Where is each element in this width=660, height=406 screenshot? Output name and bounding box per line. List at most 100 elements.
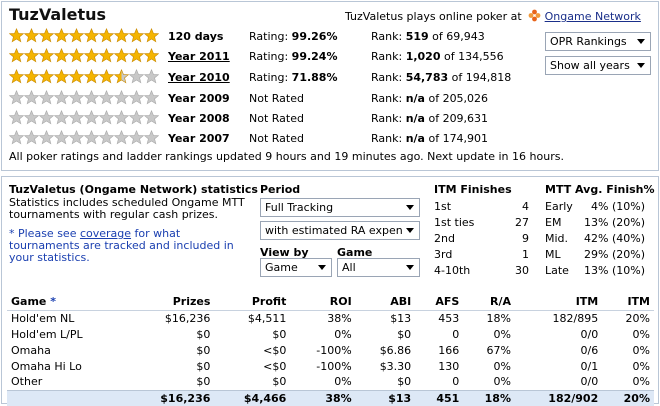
star-full-icon	[114, 28, 129, 43]
viewby-select[interactable]: Game	[260, 258, 332, 277]
itm-finish-row-label: 4-10th	[434, 264, 471, 277]
table-row: Hold'em NL $16,236 $4,511 38% $13 453 18% 182/8…	[7, 310, 654, 326]
table-cell: $0	[196, 375, 211, 389]
coverage-link[interactable]: coverage	[79, 227, 132, 240]
star-full-icon	[39, 69, 54, 84]
table-cell: $0	[196, 343, 211, 357]
column-header: R/A	[463, 294, 515, 311]
table-cell: 0%	[334, 327, 352, 341]
star-full-icon	[114, 48, 129, 63]
rank-label: Rank:	[371, 92, 406, 105]
show-years-select[interactable]: Show all years	[545, 56, 651, 75]
star-empty-icon	[9, 90, 24, 105]
itm-finish-row-value: 4	[522, 200, 529, 213]
table-cell: 0	[452, 375, 460, 389]
ra-select[interactable]: with estimated RA expen	[260, 221, 420, 240]
rating-row: Year 2008 Not Rated Rank: n/a of 209,631	[2, 110, 542, 128]
header-game-text: Game	[11, 295, 51, 309]
table-header-row: Game * Prizes Profit ROI ABI AFS R/A ITM ITM	[7, 294, 654, 311]
viewby-select-value: Game	[265, 261, 298, 274]
rank-total: of 174,901	[424, 132, 489, 145]
opr-select-value: OPR Rankings	[550, 35, 627, 48]
avg-finish-row-value: 13% (10%)	[584, 264, 645, 277]
table-cell: 182/895	[552, 311, 599, 325]
star-full-icon	[9, 28, 24, 43]
star-full-icon	[9, 69, 24, 84]
star-full-icon	[129, 48, 144, 63]
table-cell: 18%	[486, 311, 511, 325]
coverage-note: * Please see coverage for what tournamen…	[9, 228, 254, 264]
itm-finish-row-label: 3rd	[434, 248, 453, 261]
period-select-value: Full Tracking	[265, 201, 334, 214]
table-cell: 0%	[632, 327, 650, 341]
table-cell: $0	[196, 359, 211, 373]
star-empty-icon	[114, 130, 129, 145]
plays-label: TuzValetus plays online poker at	[345, 10, 522, 23]
chevron-down-icon	[637, 63, 645, 68]
star-full-icon	[69, 48, 84, 63]
star-full-icon	[54, 28, 69, 43]
star-empty-icon	[69, 90, 84, 105]
game-footnote-mark: *	[50, 295, 56, 309]
star-full-icon	[24, 69, 39, 84]
star-empty-icon	[39, 110, 54, 125]
rating-percent: 99.26%	[291, 30, 338, 43]
rank-total: of 209,631	[424, 112, 489, 125]
star-empty-icon	[39, 90, 54, 105]
rating-period[interactable]: Year 2011	[168, 50, 230, 63]
star-empty-icon	[84, 130, 99, 145]
itm-finish-row-value: 27	[515, 216, 529, 229]
column-header: AFS	[415, 294, 464, 311]
note-prefix: * Please see	[9, 227, 80, 240]
table-cell: 453	[438, 311, 460, 325]
chevron-down-icon	[406, 205, 414, 210]
table-cell: $4,466	[214, 389, 291, 406]
star-empty-icon	[144, 90, 159, 105]
star-empty-icon	[24, 110, 39, 125]
stats-description: Statistics includes scheduled Ongame MTT…	[9, 196, 245, 221]
table-cell: 0%	[493, 359, 511, 373]
table-cell: 0	[452, 327, 460, 341]
star-full-icon	[54, 69, 69, 84]
period-select[interactable]: Full Tracking	[260, 198, 420, 217]
rank-number: n/a	[405, 132, 425, 145]
games-table: Game * Prizes Profit ROI ABI AFS R/A ITM ITM Hol…	[7, 294, 654, 406]
ongame-network-link[interactable]: Ongame Network	[544, 10, 641, 23]
rating-period[interactable]: Year 2010	[168, 71, 230, 84]
rank-number: n/a	[405, 92, 425, 105]
rank-value: Rank: 1,020 of 134,556	[371, 50, 504, 63]
rank-total: of 134,556	[440, 50, 504, 63]
column-header: Game *	[7, 294, 127, 311]
table-cell: $0	[272, 327, 287, 341]
star-full-icon	[84, 69, 99, 84]
rank-value: Rank: n/a of 209,631	[371, 112, 488, 125]
table-cell: $6.86	[379, 343, 412, 357]
star-full-icon	[9, 48, 24, 63]
column-header: Profit	[214, 294, 291, 311]
table-cell	[7, 389, 127, 406]
table-cell: 18%	[463, 389, 515, 406]
itm-finish-row-value: 1	[522, 248, 529, 261]
table-cell: -100%	[316, 343, 352, 357]
star-empty-icon	[24, 130, 39, 145]
rating-percent: 71.88%	[291, 71, 338, 84]
table-cell: Omaha	[11, 343, 51, 357]
column-header: ITM	[602, 294, 654, 311]
star-empty-icon	[54, 130, 69, 145]
table-cell: $0	[397, 327, 412, 341]
years-select-value: Show all years	[550, 59, 630, 72]
chevron-down-icon	[637, 39, 645, 44]
statistics-panel: TuzValetus (Ongame Network) statistics S…	[1, 176, 659, 406]
rating-value: Rating: 71.88%	[249, 71, 338, 84]
rank-label: Rank:	[371, 71, 406, 84]
table-row: Omaha $0 <$0 -100% $6.86 166 67% 0/6 0%	[7, 342, 654, 358]
rank-total: of 205,026	[424, 92, 489, 105]
rank-value: Rank: n/a of 174,901	[371, 132, 488, 145]
star-empty-icon	[114, 110, 129, 125]
rating-percent: 99.24%	[291, 50, 338, 63]
game-select[interactable]: All	[337, 258, 420, 277]
opr-rankings-select[interactable]: OPR Rankings	[545, 32, 651, 51]
table-cell: 0%	[334, 375, 352, 389]
note-suffix: for what tournaments are tracked and inc…	[9, 227, 234, 264]
star-full-icon	[84, 28, 99, 43]
